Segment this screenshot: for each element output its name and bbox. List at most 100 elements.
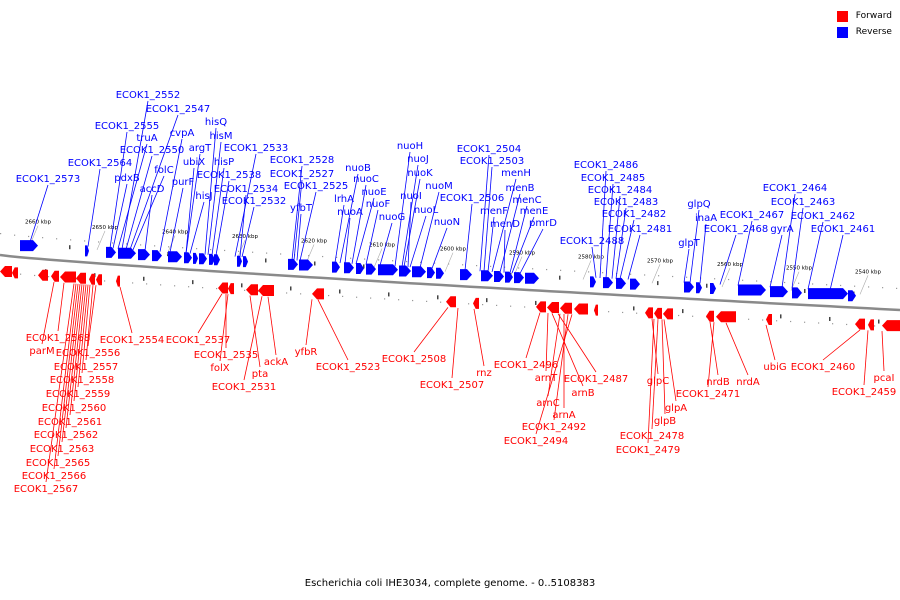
gene-label: pta: [252, 369, 268, 380]
track-dot: [840, 284, 842, 287]
track-tick: [363, 264, 365, 269]
track-dot: [630, 273, 632, 275]
label-leader: [464, 203, 473, 271]
tick-leader: [721, 267, 731, 288]
gene-arrow: [209, 253, 215, 265]
genome-backbone: [0, 253, 900, 312]
track-dot: [532, 268, 534, 270]
gene-label: ECOK1_2550: [120, 145, 185, 156]
gene-label: ECOK1_2483: [594, 197, 659, 208]
label-leader: [407, 201, 412, 268]
tick-label: 2590 kbp: [509, 251, 535, 257]
track-dot: [160, 284, 162, 286]
label-leader: [77, 284, 89, 388]
track-dot: [140, 244, 142, 246]
gene-arrow: [525, 272, 539, 284]
gene-label: nuoI: [400, 191, 422, 202]
tick-label: 2550 kbp: [786, 266, 812, 272]
label-leader: [121, 100, 149, 250]
gene-label: ECOK1_2484: [588, 185, 653, 196]
track-dot: [440, 301, 442, 303]
label-leader: [29, 184, 49, 243]
label-leader: [57, 282, 65, 332]
gene-label: nuoM: [425, 181, 452, 192]
gene-arrow: [38, 269, 48, 281]
track-dot: [20, 273, 22, 275]
gene-label: ECOK1_2562: [34, 430, 99, 441]
gene-arrow: [514, 272, 524, 284]
reverse-swatch: [836, 26, 848, 38]
gene-arrow: [312, 288, 324, 300]
gene-arrow: [199, 253, 207, 265]
gene-arrow: [89, 273, 95, 285]
label-leader: [57, 283, 79, 457]
track-dot: [356, 296, 358, 298]
gene-arrow: [663, 308, 673, 320]
label-leader: [132, 175, 165, 250]
track-dot: [644, 274, 646, 276]
legend-reverse-label: Reverse: [855, 27, 892, 37]
gene-label: ECOK1_2525: [284, 181, 349, 192]
track-tick: [69, 245, 71, 250]
track-dot: [364, 258, 366, 260]
track-dot: [342, 295, 344, 298]
label-leader: [719, 234, 737, 285]
gene-label: ECOK1_2485: [581, 173, 646, 184]
gene-label: ECOK1_2492: [522, 422, 587, 433]
label-leader: [683, 248, 690, 283]
track-dot: [28, 235, 30, 238]
track-dot: [182, 247, 184, 249]
gene-label: nuoK: [407, 168, 433, 179]
gene-arrow: [446, 296, 456, 308]
label-leader: [822, 329, 861, 361]
track-dot: [42, 237, 44, 239]
tick-leader: [373, 248, 383, 268]
gene-arrow: [848, 290, 856, 302]
label-leader: [619, 219, 635, 280]
track-dot: [252, 251, 254, 253]
gene-label: ECOK1_2486: [574, 160, 639, 171]
track-tick: [486, 298, 488, 303]
label-leader: [234, 153, 257, 257]
label-leader: [647, 318, 655, 444]
track-dot: [196, 248, 198, 250]
forward-swatch: [836, 10, 848, 22]
label-leader: [241, 206, 255, 258]
gene-label: ECOK1_2556: [56, 348, 121, 359]
label-leader: [207, 141, 222, 255]
gene-arrow: [696, 282, 702, 294]
track-dot: [384, 298, 386, 300]
gene-label: glpB: [654, 416, 676, 427]
track-dot: [84, 240, 86, 242]
track-dot: [804, 321, 806, 323]
label-leader: [431, 227, 448, 269]
gene-arrow: [344, 262, 354, 274]
tick-leader: [651, 264, 661, 284]
gene-label: ECOK1_2538: [197, 170, 262, 181]
track-dot: [756, 280, 758, 282]
gene-label: menE: [520, 206, 549, 217]
track-dot: [636, 312, 638, 314]
label-leader: [293, 179, 303, 261]
gene-label: ubiX: [183, 157, 205, 168]
gene-arrow: [193, 252, 198, 264]
track-dot: [812, 283, 814, 285]
label-leader: [807, 221, 824, 290]
track-dot: [784, 281, 786, 284]
track-dot: [392, 260, 394, 262]
label-leader: [305, 299, 313, 346]
label-leader: [479, 154, 490, 272]
gene-arrow: [246, 284, 258, 296]
label-leader: [591, 246, 597, 278]
label-leader: [69, 284, 85, 416]
gene-label: ECOK1_2459: [832, 387, 897, 398]
gene-arrow: [616, 277, 626, 289]
gene-label: ECOK1_2468: [704, 224, 769, 235]
gene-label: ECOK1_2555: [95, 121, 160, 132]
gene-label: ECOK1_2461: [811, 224, 876, 235]
gene-label: ECOK1_2507: [420, 380, 485, 391]
label-leader: [169, 187, 184, 253]
label-leader: [204, 127, 217, 255]
label-leader: [551, 313, 584, 387]
gene-label: ECOK1_2537: [166, 335, 231, 346]
